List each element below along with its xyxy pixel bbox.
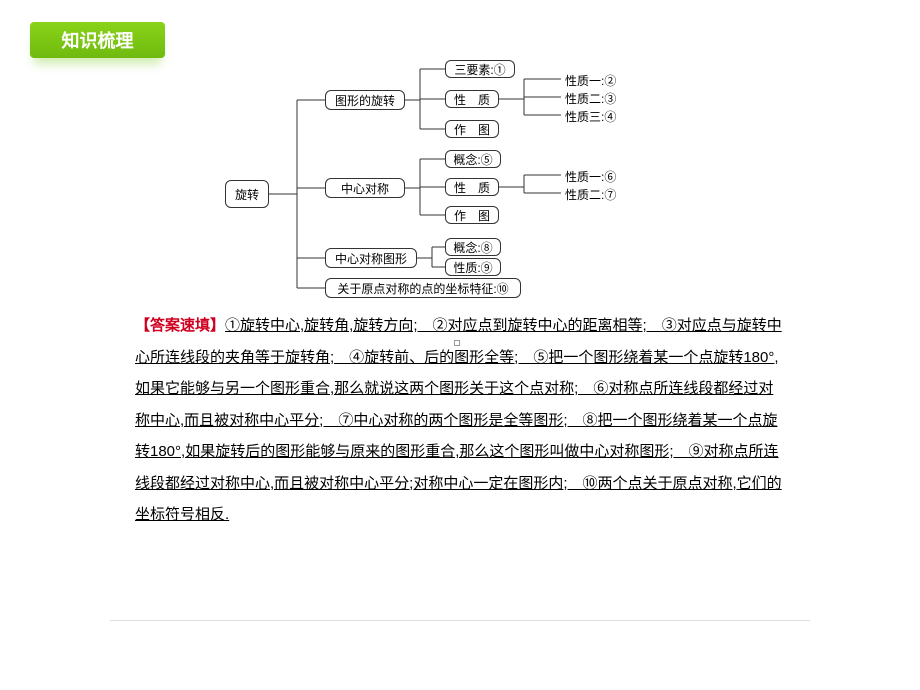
tree-node: 中心对称: [325, 178, 405, 198]
tree-node: 三要素:①: [445, 60, 515, 78]
tree-leaf: 性质二:③: [565, 90, 616, 107]
tree-node: 关于原点对称的点的坐标特征:⑩: [325, 278, 521, 298]
concept-tree: 旋转 图形的旋转中心对称中心对称图形关于原点对称的点的坐标特征:⑩ 三要素:① 性 质…: [225, 50, 795, 300]
tree-leaf: 性质三:④: [565, 108, 616, 125]
tree-node: 性质:⑨: [445, 258, 501, 276]
answer-block: 【答案速填】①旋转中心,旋转角,旋转方向; ②对应点到旋转中心的距离相等; ③对…: [135, 310, 785, 531]
tree-node: 中心对称图形: [325, 248, 417, 268]
tree-node: 概念:⑧: [445, 238, 501, 256]
tree-node: 概念:⑤: [445, 150, 501, 168]
footer-rule: [110, 620, 810, 621]
tree-leaf: 性质一:⑥: [565, 168, 616, 185]
answer-text: ①旋转中心,旋转角,旋转方向; ②对应点到旋转中心的距离相等; ③对应点与旋转中…: [135, 317, 782, 523]
tree-node: 作 图: [445, 120, 499, 138]
tree-node: 性 质: [445, 90, 499, 108]
tree-leaf: 性质一:②: [565, 72, 616, 89]
tree-connectors: [225, 50, 795, 300]
tree-node: 性 质: [445, 178, 499, 196]
section-badge: 知识梳理: [30, 22, 165, 58]
tree-node: 旋转: [225, 180, 269, 208]
tree-leaf: 性质二:⑦: [565, 186, 616, 203]
badge-text: 知识梳理: [62, 27, 134, 53]
tree-node: 作 图: [445, 206, 499, 224]
tree-node: 图形的旋转: [325, 90, 405, 110]
answer-label: 【答案速填】: [135, 317, 225, 334]
slide-marker: [454, 340, 460, 346]
